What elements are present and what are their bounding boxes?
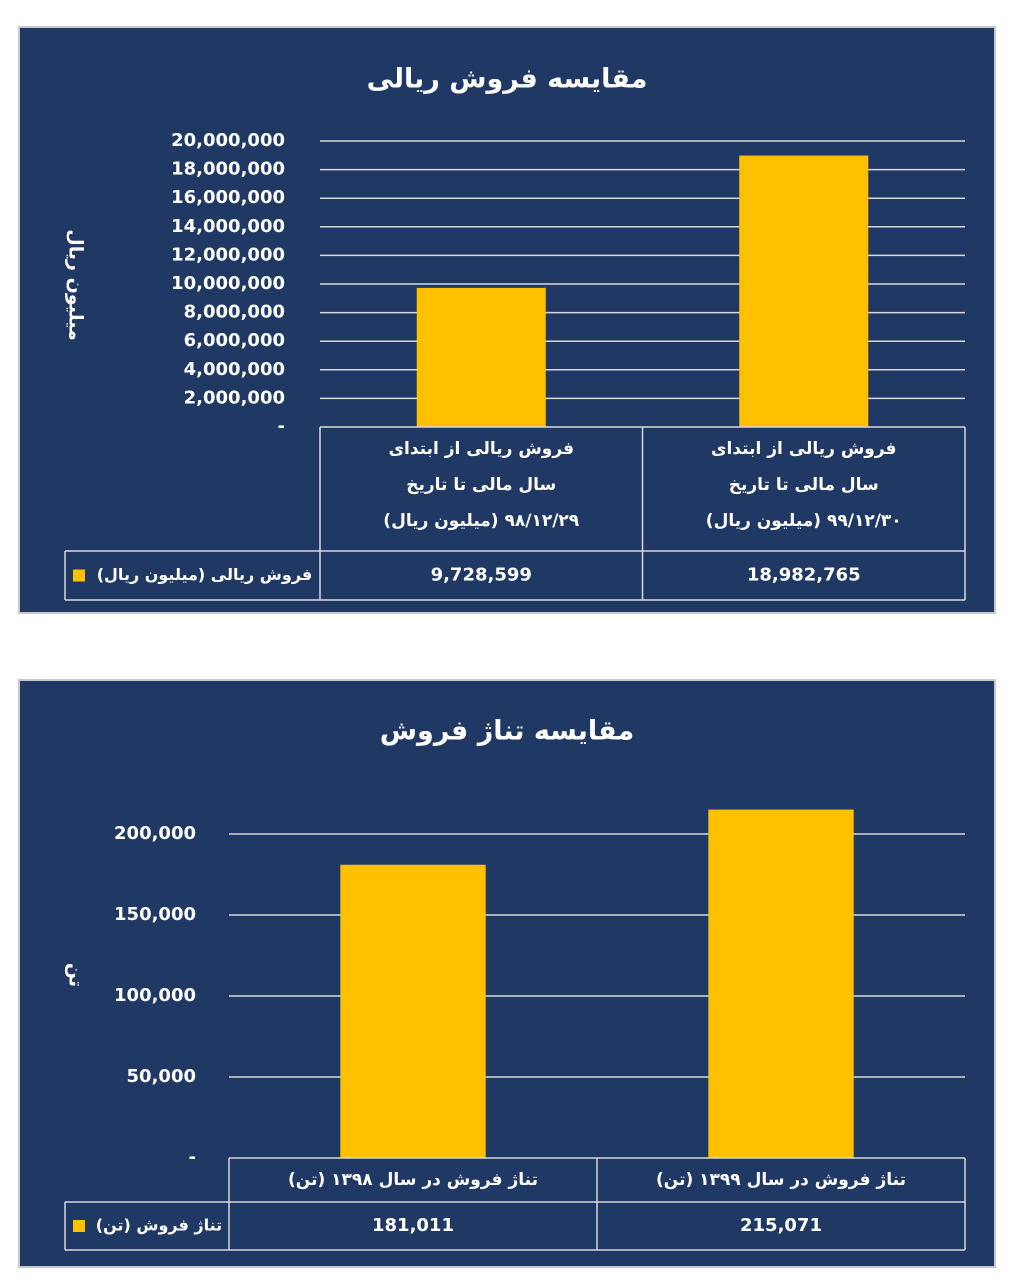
legend-label: تناژ فروش (تن) [96, 1216, 222, 1235]
chart-title: مقایسه فروش ریالی [367, 64, 648, 95]
category-label: فروش ریالی از ابتدای [388, 439, 574, 459]
y-tick-label: 18,000,000 [171, 159, 285, 180]
legend-swatch [73, 569, 85, 582]
y-axis-label: میلیون ریال [65, 229, 87, 340]
y-tick-label: 6,000,000 [184, 330, 285, 351]
bar [340, 864, 486, 1158]
category-label: فروش ریالی از ابتدای [711, 439, 897, 459]
chart-title: مقایسه تناژ فروش [380, 716, 634, 747]
y-tick-label: - [278, 416, 285, 437]
value-label: 9,728,599 [431, 565, 532, 586]
bar [708, 809, 854, 1158]
category-label: تناژ فروش در سال ۱۳۹۸ (تن) [288, 1170, 538, 1190]
category-label: سال مالی تا تاریخ [406, 475, 556, 495]
y-tick-label: - [189, 1147, 196, 1168]
y-tick-label: 50,000 [127, 1066, 196, 1087]
category-label: ۹۸/۱۲/۲۹ (میلیون ریال) [383, 511, 580, 531]
y-tick-label: 16,000,000 [171, 187, 285, 208]
category-label: ۹۹/۱۲/۳۰ (میلیون ریال) [706, 511, 902, 531]
bar [739, 155, 869, 428]
y-axis-label: تن [65, 963, 87, 987]
y-tick-label: 2,000,000 [184, 387, 285, 408]
y-tick-label: 10,000,000 [171, 273, 285, 294]
legend-label: فروش ریالی (میلیون ریال) [97, 565, 313, 584]
legend-swatch [73, 1220, 85, 1232]
y-tick-label: 8,000,000 [184, 302, 285, 323]
value-label: 18,982,765 [747, 565, 861, 586]
y-tick-label: 4,000,000 [184, 359, 285, 380]
value-label: 215,071 [740, 1215, 822, 1236]
y-tick-label: 20,000,000 [171, 130, 285, 151]
value-label: 181,011 [372, 1215, 454, 1236]
category-label: تناژ فروش در سال ۱۳۹۹ (تن) [656, 1170, 906, 1190]
y-tick-label: 12,000,000 [171, 244, 285, 265]
y-tick-label: 150,000 [114, 904, 196, 925]
y-tick-label: 200,000 [114, 823, 196, 844]
bar [416, 287, 546, 427]
y-tick-label: 14,000,000 [171, 216, 285, 237]
category-label: سال مالی تا تاریخ [729, 475, 879, 495]
y-tick-label: 100,000 [114, 985, 196, 1006]
